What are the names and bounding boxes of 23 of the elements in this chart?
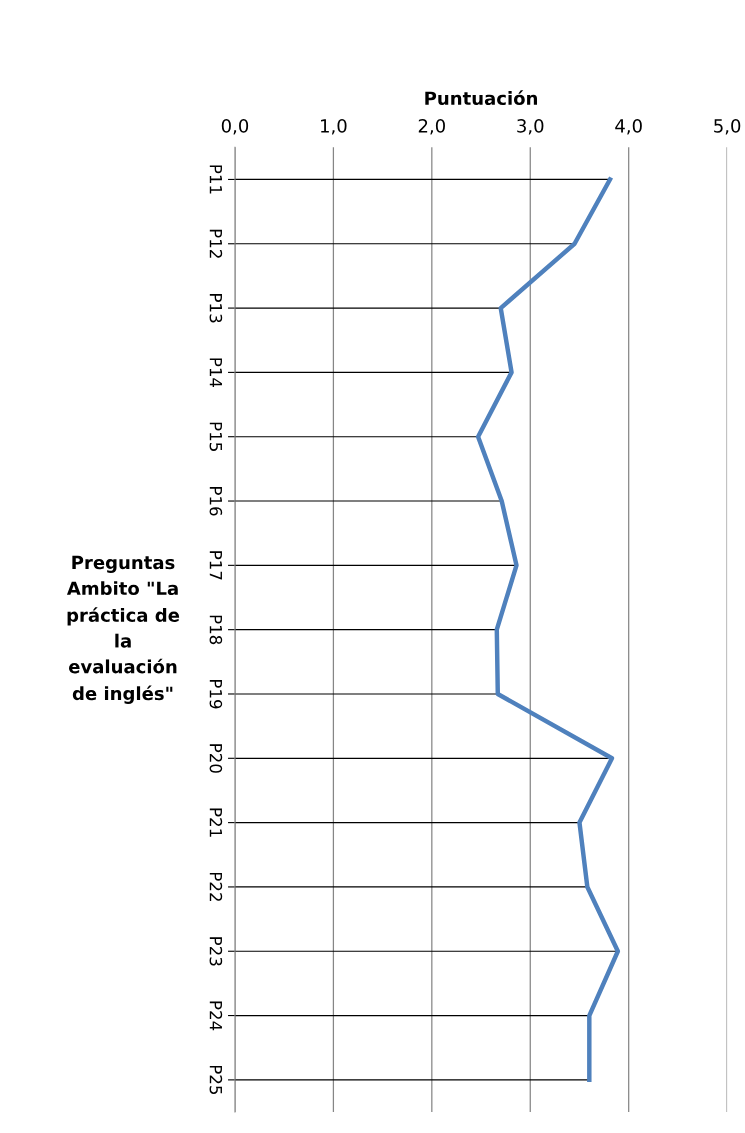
x-tick-label: 3,0 — [517, 119, 544, 135]
y-tick-label: P20 — [209, 744, 223, 773]
y-tick-label: P11 — [209, 165, 222, 194]
y-tick-label: P17 — [209, 551, 222, 580]
y-tick-label: P25 — [209, 1065, 223, 1095]
y-axis-title: Preguntas Ambito "La práctica de la evaluación de inglés" — [66, 555, 180, 704]
y-tick-label: P15 — [209, 422, 222, 451]
y-tick-label: P13 — [209, 294, 223, 323]
y-tick-label: P22 — [209, 872, 223, 901]
y-tick-label: P18 — [209, 615, 223, 645]
x-tick-label: 1,0 — [321, 119, 347, 135]
y-tick-label: P19 — [209, 679, 223, 709]
x-tick-label: 2,0 — [418, 119, 445, 135]
x-axis-title: Puntuación — [425, 90, 538, 106]
y-tick-label: P24 — [209, 1001, 223, 1031]
y-tick-label: P16 — [209, 487, 223, 516]
x-tick-label: 0,0 — [221, 119, 249, 135]
y-tick-label: P23 — [209, 937, 223, 966]
y-tick-label: P21 — [209, 808, 223, 837]
y-tick-label: P14 — [209, 358, 222, 388]
x-tick-label: 4,0 — [615, 119, 642, 135]
x-tick-label: 5,0 — [714, 119, 741, 135]
y-tick-label: P12 — [209, 229, 223, 258]
